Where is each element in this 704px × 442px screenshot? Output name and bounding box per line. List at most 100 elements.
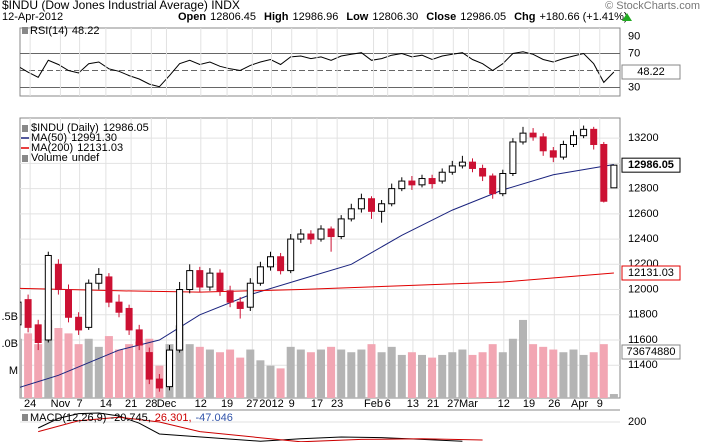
candle-body xyxy=(559,143,567,158)
volume-bar xyxy=(367,344,376,398)
x-tick-label: Nov xyxy=(51,398,71,410)
quote: Open 12806.45 High 12986.96 Low 12806.30 Close… xyxy=(178,11,628,23)
volume-bar xyxy=(458,349,467,398)
candle-body xyxy=(570,135,577,145)
candle-body xyxy=(458,161,466,167)
y-tick-label: 30 xyxy=(628,81,640,93)
rsi-frame xyxy=(19,27,621,97)
candle-body xyxy=(135,329,143,346)
x-tick-label: 19 xyxy=(523,398,535,410)
candle-body xyxy=(105,276,113,303)
line xyxy=(20,272,614,293)
x-tick-label: 17 xyxy=(311,398,323,410)
candle-body xyxy=(327,228,335,238)
candle-body xyxy=(469,161,476,169)
volume-bar xyxy=(609,394,618,398)
y-tick-label: 200 xyxy=(628,416,646,428)
volume-bar xyxy=(377,352,386,398)
macd-panel xyxy=(20,412,620,442)
x-tick-label: 28 xyxy=(145,398,157,410)
volume-bar xyxy=(549,349,558,398)
y-tick-label: 12600 xyxy=(628,208,659,220)
volume-bar xyxy=(34,344,43,398)
x-tick-label: 21 xyxy=(125,398,137,410)
volume-bar xyxy=(246,349,255,398)
candle-body xyxy=(539,136,547,152)
candle-body xyxy=(226,290,234,303)
volume-bar xyxy=(135,341,144,398)
volume-bar xyxy=(539,346,548,398)
x-tick-label: 14 xyxy=(100,398,112,410)
candle-body xyxy=(115,301,123,313)
candle-body xyxy=(34,324,42,344)
macd-reading: -47.046 xyxy=(196,412,233,424)
legend-swatch xyxy=(22,414,28,421)
candle-body xyxy=(438,171,446,182)
candle-body xyxy=(95,273,103,284)
volume-bar xyxy=(266,365,275,398)
volume-bar xyxy=(54,328,63,398)
quote-value: 12806.30 xyxy=(372,11,418,23)
volume-bar xyxy=(488,344,497,398)
legend: Volume undef xyxy=(31,152,100,164)
candle-body xyxy=(549,150,557,158)
candle-body xyxy=(519,132,527,143)
volume-bar xyxy=(94,346,103,398)
volume-bar xyxy=(599,344,608,398)
quote-value: 12986.96 xyxy=(292,11,338,23)
value-tag-text: 48.22 xyxy=(637,66,665,78)
candle-body xyxy=(418,178,426,186)
volume-bar xyxy=(407,352,416,398)
legend-value: 12131.03 xyxy=(77,142,123,154)
legend-value: undef xyxy=(72,152,100,164)
credit: © StockCharts.com xyxy=(605,0,700,12)
volume-bar xyxy=(306,352,315,398)
candle-body xyxy=(186,270,194,291)
volume-bar xyxy=(185,344,194,398)
y-tick-label: 11400 xyxy=(628,359,658,371)
candle-body xyxy=(600,143,608,202)
y-tick-label: 90 xyxy=(628,30,640,42)
volume-bar xyxy=(498,352,507,398)
macd-reading: -20.745, xyxy=(110,412,150,424)
candle-body xyxy=(499,172,507,195)
volume-bar xyxy=(529,344,538,398)
y-tick-label: 11600 xyxy=(628,334,658,346)
candle-body xyxy=(54,263,62,291)
candle-body xyxy=(378,203,386,212)
x-tick-label: 21 xyxy=(427,398,439,410)
quote-label: High xyxy=(264,11,289,23)
candle-body xyxy=(236,301,244,309)
volume-bar xyxy=(236,357,245,398)
volume-bar xyxy=(519,319,527,398)
legend-value: 12986.05 xyxy=(103,122,149,134)
quote-value: 12806.45 xyxy=(210,11,256,23)
y-tick-label: 70 xyxy=(628,47,640,59)
volume-bar xyxy=(508,338,517,398)
candle-body xyxy=(287,238,295,272)
macd-name: MACD(12,26,9) xyxy=(30,412,106,424)
volume-bar xyxy=(559,352,568,398)
x-tick-label: 6 xyxy=(385,398,391,410)
candle-body xyxy=(317,228,325,240)
candle-body xyxy=(398,180,406,190)
value-tag xyxy=(621,344,681,360)
candle-body xyxy=(428,178,436,185)
candle-body xyxy=(145,352,153,380)
volume-bar xyxy=(216,352,224,398)
candle-body xyxy=(580,128,588,137)
value-tag-text: 12131.03 xyxy=(628,267,674,279)
volume-bar xyxy=(428,357,437,398)
value-tag-text: 73674880 xyxy=(627,346,676,358)
volume-bar xyxy=(205,349,214,398)
candle-body xyxy=(277,256,285,272)
value-tag xyxy=(621,265,681,281)
candle-body xyxy=(44,254,52,341)
legend: MA(50) 12991.30 xyxy=(31,132,117,144)
legend-name: RSI(14) xyxy=(30,25,68,37)
x-tick-label: 19 xyxy=(221,398,233,410)
volume-bar xyxy=(418,354,426,398)
volume-bar xyxy=(125,344,134,398)
candle-body xyxy=(65,289,72,318)
